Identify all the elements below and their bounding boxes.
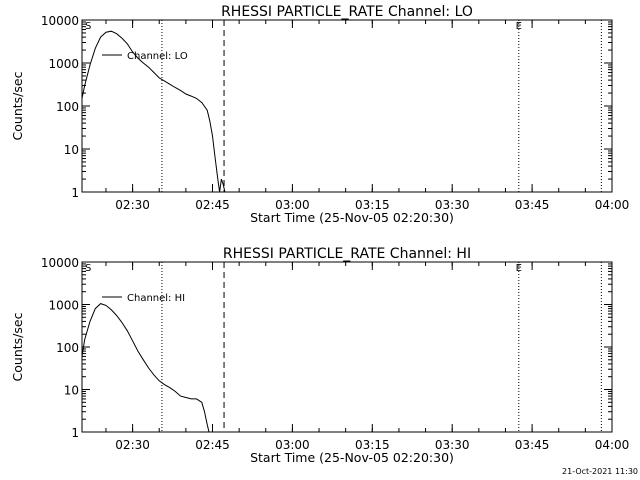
y-tick-label: 10000 bbox=[41, 256, 79, 270]
y-tick-label: 10 bbox=[64, 384, 79, 398]
marker-s: S bbox=[85, 263, 91, 274]
y-tick-label: 1 bbox=[71, 186, 79, 200]
y-axis-label: Counts/sec bbox=[10, 71, 25, 140]
legend-label: Channel: HI bbox=[127, 293, 185, 304]
x-tick-label: 03:30 bbox=[435, 198, 470, 212]
x-tick-label: 03:45 bbox=[515, 198, 550, 212]
series-line bbox=[81, 30, 226, 193]
x-tick-label: 04:00 bbox=[595, 198, 630, 212]
x-tick-label: 02:45 bbox=[195, 438, 230, 452]
chart-title: RHESSI PARTICLE_RATE Channel: LO bbox=[221, 4, 473, 20]
x-tick-label: 03:45 bbox=[515, 438, 550, 452]
y-tick-label: 1000 bbox=[48, 299, 79, 313]
timestamp-label: 21-Oct-2021 11:30 bbox=[562, 467, 638, 476]
x-tick-label: 04:00 bbox=[595, 438, 630, 452]
y-tick-label: 100 bbox=[56, 341, 79, 355]
y-tick-label: 100 bbox=[56, 100, 79, 114]
legend-label: Channel: LO bbox=[127, 51, 188, 62]
chart-title: RHESSI PARTICLE_RATE Channel: HI bbox=[223, 246, 471, 262]
marker-e: E bbox=[516, 263, 522, 274]
y-tick-label: 1000 bbox=[48, 57, 79, 71]
marker-s: S bbox=[85, 21, 91, 32]
x-tick-label: 02:30 bbox=[115, 198, 150, 212]
y-tick-label: 1 bbox=[71, 426, 79, 440]
x-tick-label: 03:15 bbox=[355, 438, 390, 452]
plot-frame bbox=[81, 19, 613, 193]
x-tick-label: 03:30 bbox=[435, 438, 470, 452]
y-tick-label: 10000 bbox=[41, 14, 79, 28]
series-line bbox=[81, 303, 210, 433]
x-axis-label: Start Time (25-Nov-05 02:20:30) bbox=[250, 450, 454, 465]
x-tick-label: 03:00 bbox=[275, 438, 310, 452]
x-axis-label: Start Time (25-Nov-05 02:20:30) bbox=[250, 210, 454, 225]
chart-panel-lo: RHESSI PARTICLE_RATE Channel: LO 1 10 100 10… bbox=[10, 4, 629, 225]
y-tick-label: 10 bbox=[64, 143, 79, 157]
x-tick-label: 02:30 bbox=[115, 438, 150, 452]
marker-e: E bbox=[516, 21, 522, 32]
chart-panel-hi: RHESSI PARTICLE_RATE Channel: HI 1 10 100 10… bbox=[10, 246, 629, 465]
x-tick-label: 03:15 bbox=[355, 198, 390, 212]
x-tick-label: 03:00 bbox=[275, 198, 310, 212]
x-tick-label: 02:45 bbox=[195, 198, 230, 212]
y-axis-label: Counts/sec bbox=[10, 312, 25, 381]
